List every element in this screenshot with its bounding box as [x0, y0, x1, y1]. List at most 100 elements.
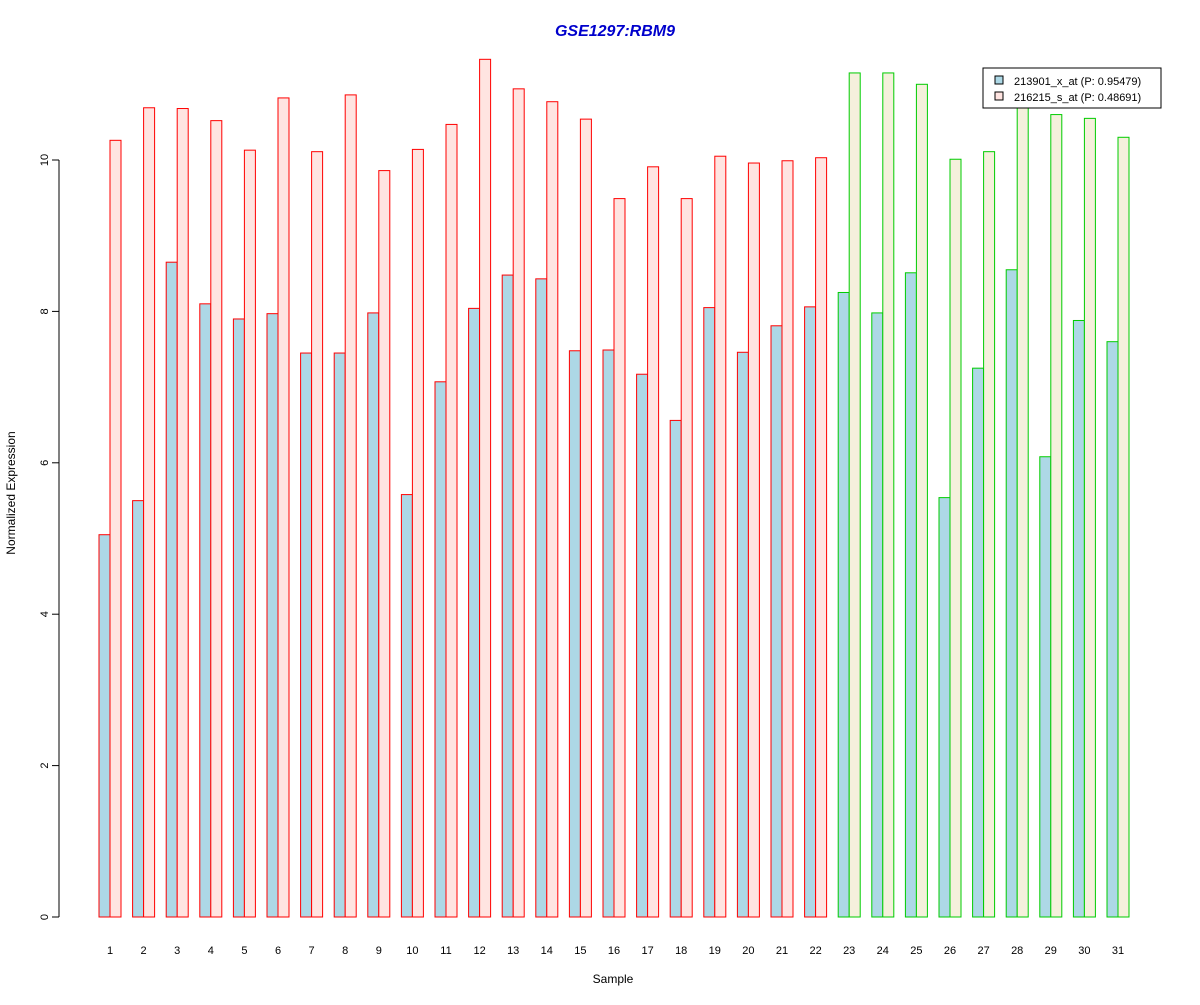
bar-213901-sample-31 — [1106, 341, 1119, 918]
bar-216215-sample-19 — [714, 155, 727, 918]
y-tick-label: 6 — [39, 460, 51, 466]
legend: 213901_x_at (P: 0.95479) 216215_s_at (P:… — [982, 67, 1162, 109]
x-tick-label: 13 — [507, 945, 519, 957]
bar-216215-sample-9 — [378, 170, 391, 918]
bar-213901-sample-7 — [300, 352, 313, 918]
bar-216215-sample-13 — [512, 88, 525, 918]
bar-216215-sample-18 — [680, 198, 693, 918]
bar-213901-sample-13 — [501, 274, 514, 918]
x-tick-label: 1 — [107, 945, 113, 957]
x-tick-label: 5 — [241, 945, 247, 957]
bar-216215-sample-29 — [1050, 114, 1063, 918]
bar-216215-sample-10 — [411, 148, 424, 918]
x-tick-label: 24 — [877, 945, 889, 957]
bar-216215-sample-16 — [613, 198, 626, 918]
bar-213901-sample-16 — [602, 349, 615, 918]
bar-213901-sample-5 — [232, 318, 245, 918]
bar-216215-sample-4 — [210, 120, 223, 918]
bar-213901-sample-2 — [132, 500, 145, 918]
bar-213901-sample-10 — [400, 494, 413, 918]
x-tick-label: 11 — [440, 945, 451, 957]
bar-216215-sample-6 — [277, 97, 290, 918]
bar-213901-sample-4 — [199, 303, 212, 918]
bars — [98, 58, 1130, 918]
bar-216215-sample-12 — [479, 58, 492, 918]
x-axis-ticks: 1 2 3 4 5 6 7 8 9 10 11 12 13 14 15 16 17 18 19 20 21 22 23 24 2… — [107, 945, 1124, 957]
bar-213901-sample-1 — [98, 534, 111, 918]
y-tick-label: 4 — [39, 611, 51, 617]
x-tick-label: 7 — [309, 945, 315, 957]
bar-216215-sample-24 — [882, 72, 895, 918]
bar-213901-sample-26 — [938, 497, 951, 918]
bar-216215-sample-15 — [579, 118, 592, 918]
bar-213901-sample-12 — [468, 307, 481, 918]
x-tick-label: 12 — [473, 945, 485, 957]
bar-213901-sample-22 — [804, 306, 817, 918]
x-tick-label: 17 — [641, 945, 653, 957]
bar-213901-sample-28 — [1005, 269, 1018, 918]
bar-216215-sample-20 — [747, 162, 760, 918]
x-tick-label: 19 — [709, 945, 721, 957]
bar-216215-sample-14 — [546, 101, 559, 918]
y-tick-label: 8 — [39, 308, 51, 314]
x-tick-label: 27 — [977, 945, 989, 957]
bar-216215-sample-25 — [915, 83, 928, 918]
bar-213901-sample-18 — [669, 419, 682, 918]
bar-216215-sample-3 — [176, 108, 189, 918]
bar-213901-sample-23 — [837, 291, 850, 918]
bar-216215-sample-23 — [848, 72, 861, 918]
x-axis-label: Sample — [593, 972, 634, 986]
x-tick-label: 18 — [675, 945, 687, 957]
chart-title: GSE1297:RBM9 — [555, 23, 675, 40]
y-tick-label: 10 — [39, 154, 51, 166]
x-tick-label: 14 — [541, 945, 553, 957]
bar-216215-sample-28 — [1016, 106, 1029, 918]
bar-216215-sample-1 — [109, 139, 122, 918]
bar-216215-sample-2 — [143, 107, 156, 918]
bar-213901-sample-8 — [333, 352, 346, 918]
bar-213901-sample-29 — [1039, 456, 1052, 918]
bar-213901-sample-30 — [1072, 319, 1085, 918]
x-tick-label: 28 — [1011, 945, 1023, 957]
bar-213901-sample-27 — [972, 367, 985, 918]
x-tick-label: 4 — [208, 945, 214, 957]
bar-213901-sample-9 — [367, 312, 380, 918]
bar-216215-sample-27 — [983, 151, 996, 918]
x-tick-label: 2 — [141, 945, 147, 957]
x-tick-label: 21 — [776, 945, 788, 957]
bar-216215-sample-31 — [1117, 136, 1130, 918]
bar-213901-sample-21 — [770, 325, 783, 918]
legend-swatch-216215 — [994, 91, 1004, 101]
bar-216215-sample-30 — [1083, 117, 1096, 918]
bar-213901-sample-19 — [703, 307, 716, 918]
legend-label-216215: 216215_s_at (P: 0.48691) — [1014, 92, 1141, 104]
bar-213901-sample-14 — [535, 278, 548, 918]
x-tick-label: 22 — [809, 945, 821, 957]
bar-213901-sample-3 — [165, 261, 178, 918]
legend-swatch-213901 — [994, 75, 1004, 85]
x-tick-label: 15 — [574, 945, 586, 957]
y-axis-label: Normalized Expression — [4, 431, 18, 554]
bar-216215-sample-5 — [243, 149, 256, 918]
bar-213901-sample-11 — [434, 381, 447, 918]
y-axis: 0 2 4 6 8 10 — [39, 154, 60, 920]
x-tick-label: 6 — [275, 945, 281, 957]
x-tick-label: 30 — [1078, 945, 1090, 957]
y-tick-label: 0 — [39, 914, 51, 920]
x-tick-label: 23 — [843, 945, 855, 957]
bar-216215-sample-26 — [949, 158, 962, 918]
bar-216215-sample-21 — [781, 160, 794, 918]
x-tick-label: 3 — [174, 945, 180, 957]
bar-213901-sample-25 — [904, 272, 917, 918]
x-tick-label: 20 — [742, 945, 754, 957]
bar-213901-sample-17 — [636, 373, 649, 918]
bar-213901-sample-6 — [266, 313, 279, 918]
x-tick-label: 9 — [376, 945, 382, 957]
bar-216215-sample-17 — [647, 166, 660, 918]
legend-label-213901: 213901_x_at (P: 0.95479) — [1014, 76, 1141, 88]
bar-213901-sample-24 — [871, 312, 884, 918]
bar-213901-sample-20 — [736, 351, 749, 918]
bar-216215-sample-8 — [344, 94, 357, 918]
x-tick-label: 29 — [1045, 945, 1057, 957]
